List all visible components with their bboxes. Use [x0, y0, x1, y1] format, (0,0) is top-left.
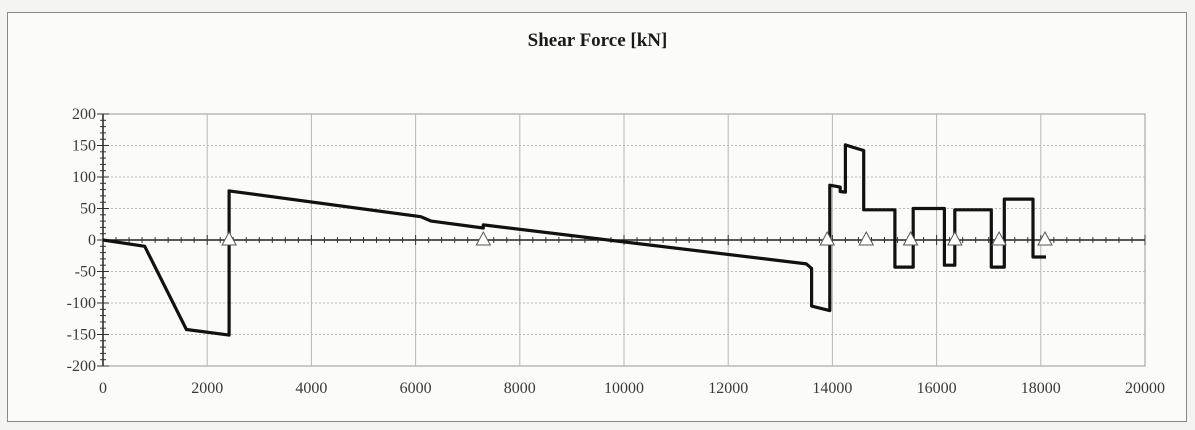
x-tick-label: 12000 — [708, 380, 748, 397]
support-marker — [1037, 230, 1053, 246]
x-tick-label: 6000 — [400, 380, 432, 397]
support-marker — [819, 230, 836, 246]
support-marker — [991, 230, 1007, 246]
y-tick-labels: 200 150 100 50 0 -50 -100 -150 -200 — [67, 106, 96, 375]
y-tick-label: -200 — [67, 358, 96, 375]
x-tick-label: 0 — [99, 380, 107, 397]
support-marker — [946, 230, 963, 246]
y-tick-label: 50 — [80, 201, 96, 218]
chart-title: Shear Force [kN] — [527, 30, 668, 51]
x-tick-label: 20000 — [1125, 380, 1165, 397]
support-marker — [902, 230, 919, 246]
x-tick-label: 18000 — [1021, 380, 1061, 397]
x-tick-label: 10000 — [604, 380, 644, 397]
support-markers — [221, 230, 1053, 246]
shear-force-line — [102, 143, 1046, 337]
x-tick-label: 2000 — [191, 380, 223, 397]
y-tick-label: -150 — [67, 327, 96, 344]
x-tick-label: 16000 — [917, 380, 957, 397]
x-tick-label: 8000 — [504, 380, 536, 397]
series-group — [102, 143, 1046, 337]
x-tick-label: 4000 — [295, 380, 327, 397]
y-tick-label: 0 — [88, 232, 96, 249]
y-tick-label: 100 — [72, 169, 96, 186]
y-tick-label: 200 — [72, 106, 96, 123]
support-marker — [475, 230, 492, 246]
x-tick-label: 14000 — [812, 380, 852, 397]
y-tick-label: -50 — [75, 264, 96, 281]
support-marker — [221, 230, 237, 246]
x-tick-labels: 0 2000 4000 6000 8000 10000 12000 14000 16000 180… — [99, 380, 1165, 397]
y-tick-label: 150 — [72, 138, 96, 155]
support-marker — [858, 230, 875, 246]
y-tick-label: -100 — [67, 295, 96, 312]
